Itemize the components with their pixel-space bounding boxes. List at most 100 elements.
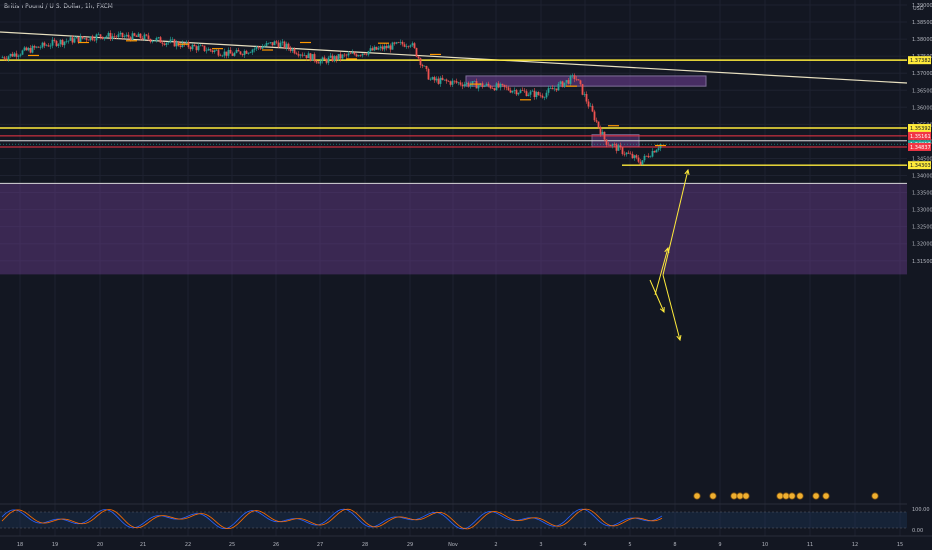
time-tick-label: 12: [852, 542, 858, 548]
candle-body: [69, 37, 72, 41]
candle-body: [517, 92, 520, 95]
candle-body: [75, 36, 78, 39]
candle-body: [319, 60, 322, 64]
candle-body: [397, 42, 400, 43]
candle-body: [373, 46, 376, 51]
candle-body: [121, 32, 124, 38]
candle-body: [301, 54, 304, 56]
candle-body: [81, 36, 84, 39]
candle-body: [379, 46, 382, 49]
candle-body: [97, 34, 100, 35]
candle-body: [599, 127, 602, 135]
candle-body: [577, 79, 580, 81]
candle-body: [273, 41, 276, 46]
arrow-down-target: [662, 274, 681, 341]
candle-body: [649, 156, 652, 158]
chart-zones: [0, 75, 907, 275]
oscillator-tick-label: 100.00: [912, 507, 930, 513]
candle-body: [193, 44, 196, 47]
candle-body: [27, 47, 30, 51]
candle-body: [571, 75, 574, 76]
candle-body: [595, 120, 598, 122]
candle-body: [657, 148, 660, 151]
candle-body: [415, 48, 418, 57]
candle-body: [625, 152, 628, 155]
chart-grid: [0, 0, 907, 536]
candle-body: [115, 36, 118, 38]
candle-body: [637, 157, 640, 162]
candle-body: [229, 49, 232, 54]
time-tick-label: 3: [539, 542, 542, 548]
candle-body: [175, 41, 178, 47]
event-icon: [788, 492, 796, 500]
time-tick-label: 18: [17, 542, 23, 548]
candle-body: [231, 53, 234, 56]
candle-body: [557, 83, 560, 91]
candle-body: [317, 62, 320, 64]
candle-body: [505, 87, 508, 88]
candle-body: [271, 42, 274, 46]
event-icon: [796, 492, 804, 500]
candle-body: [353, 52, 356, 55]
candle-body: [167, 42, 170, 43]
event-icons: [693, 492, 879, 500]
candle-body: [103, 37, 106, 39]
candle-body: [117, 34, 120, 37]
time-tick-label: 26: [273, 542, 279, 548]
chart-lines: [0, 31, 908, 166]
candle-body: [655, 150, 658, 153]
candle-body: [73, 38, 76, 43]
candle-body: [253, 48, 256, 50]
candle-body: [623, 154, 626, 155]
candle-body: [71, 37, 74, 43]
currency-label: USD: [913, 6, 924, 12]
candle-body: [127, 34, 130, 38]
candle-body: [307, 53, 310, 59]
candle-body: [511, 90, 514, 93]
candle-body: [471, 81, 474, 85]
candle-body: [499, 83, 502, 88]
time-tick-label: 2: [494, 542, 497, 548]
arrow-up-short: [654, 247, 669, 296]
candle-body: [629, 153, 632, 155]
candle-body: [521, 90, 524, 91]
candle-body: [513, 90, 516, 91]
candle-body: [35, 46, 38, 48]
candle-body: [93, 39, 96, 41]
candle-body: [569, 75, 572, 84]
candle-body: [579, 80, 582, 85]
candle-body: [337, 54, 340, 60]
candle-body: [329, 55, 332, 58]
lower-zone: [0, 183, 907, 275]
candle-body: [421, 64, 424, 67]
price-tag-bg: [908, 124, 931, 133]
candle-body: [465, 82, 468, 85]
candle-body: [611, 144, 614, 146]
candle-body: [485, 83, 488, 86]
candle-body: [481, 83, 484, 87]
candle-body: [347, 53, 350, 56]
arrow-up-target: [662, 169, 689, 276]
candle-body: [493, 88, 496, 91]
candle-body: [111, 36, 114, 39]
candle-body: [147, 35, 150, 39]
event-icon: [776, 492, 784, 500]
price-tag-label: 1.34837: [910, 145, 931, 151]
candle-body: [403, 44, 406, 47]
event-icon: [812, 492, 820, 500]
candle-body: [217, 50, 220, 56]
arrow-up-target-head: [684, 168, 690, 175]
candle-body: [491, 88, 494, 89]
candle-body: [267, 42, 270, 44]
candle-body: [463, 84, 466, 87]
candle-body: [45, 45, 48, 46]
arrow-up-short-head: [664, 246, 670, 254]
event-icon: [871, 492, 879, 500]
candle-body: [613, 144, 616, 145]
candle-body: [25, 47, 28, 51]
candle-body: [621, 147, 624, 155]
candle-body: [265, 43, 268, 46]
candle-body: [487, 83, 490, 86]
candle-body: [59, 39, 62, 45]
